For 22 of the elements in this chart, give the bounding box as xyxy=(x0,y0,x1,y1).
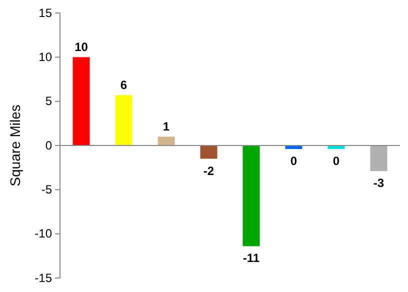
data-label: -11 xyxy=(242,251,260,266)
data-label: -3 xyxy=(373,176,384,190)
bar xyxy=(370,146,388,172)
data-label: 10 xyxy=(74,40,88,54)
data-label: 0 xyxy=(290,154,298,168)
y-tick-label: 15 xyxy=(38,6,52,20)
bar xyxy=(242,146,260,246)
bar xyxy=(72,57,90,146)
data-label: 6 xyxy=(120,78,128,92)
y-tick-label: -15 xyxy=(34,270,52,285)
y-tick-label: 10 xyxy=(38,50,52,64)
y-tick-label: -10 xyxy=(34,226,52,241)
y-axis-title: Square Miles xyxy=(7,104,23,186)
y-tick-label: 5 xyxy=(45,94,52,108)
data-label: 1 xyxy=(162,120,170,134)
y-tick-label: 0 xyxy=(45,138,52,152)
data-label: 0 xyxy=(332,154,340,168)
bar xyxy=(158,136,175,146)
bar xyxy=(115,95,132,146)
bar xyxy=(200,146,218,159)
y-tick-label: -5 xyxy=(41,182,52,197)
data-label: -2 xyxy=(203,164,214,178)
